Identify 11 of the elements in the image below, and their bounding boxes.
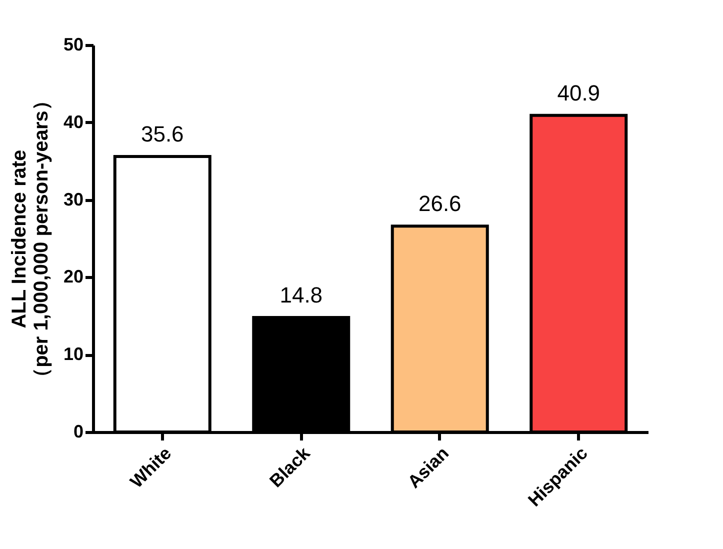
y-tick-label: 20	[63, 266, 84, 287]
data-label: 40.9	[557, 80, 600, 106]
y-tick-label: 10	[63, 344, 84, 364]
y-axis-title: ALL Incidence rate （per 1,000,000 person-years）	[8, 90, 52, 388]
y-tick-label: 30	[63, 189, 84, 210]
data-label: 26.6	[418, 191, 462, 216]
y-tick-label: 50	[63, 34, 84, 54]
y-tick-label: 0	[73, 422, 84, 442]
data-label: 14.8	[280, 282, 323, 308]
y-tick-label: 40	[63, 112, 84, 132]
data-label: 35.6	[140, 121, 184, 146]
